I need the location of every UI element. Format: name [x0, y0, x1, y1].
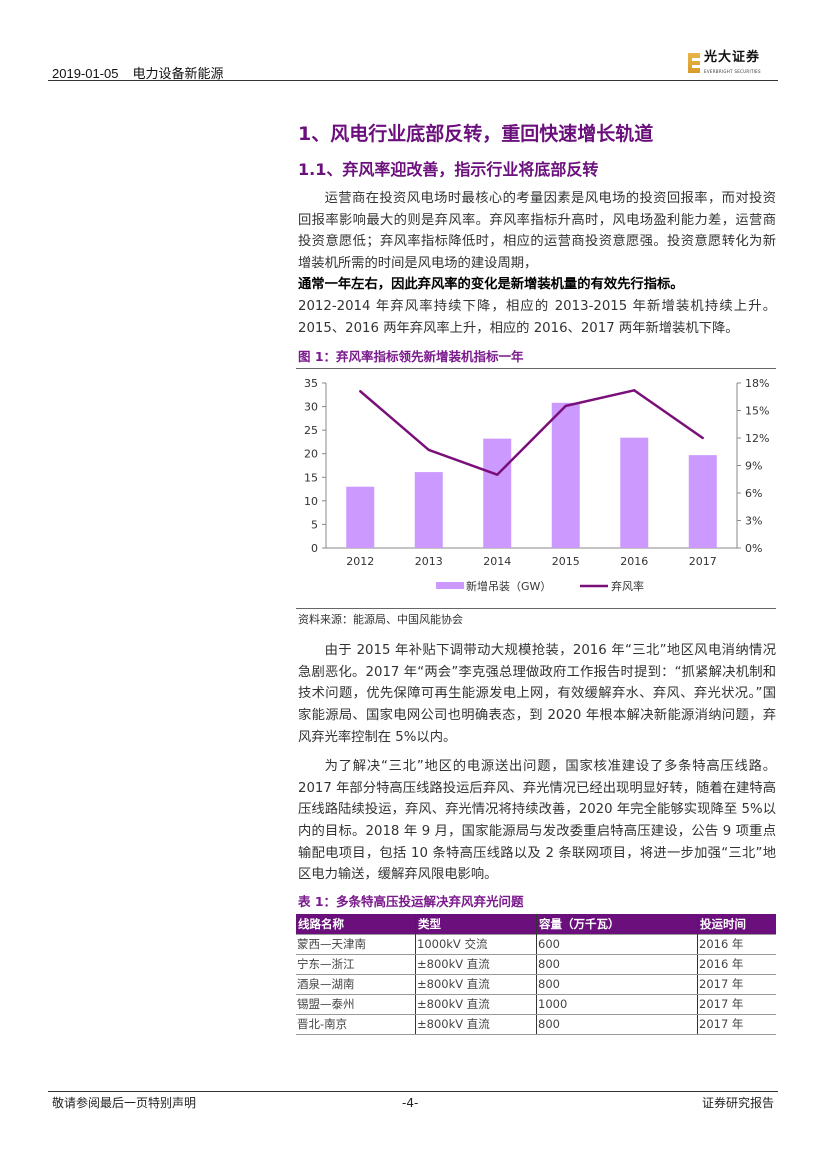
bar-2014: [483, 438, 512, 549]
section-title: 1、风电行业底部反转，重回快速增长轨道: [298, 123, 654, 145]
table-cell: 锡盟—泰州: [296, 993, 416, 1015]
table-row: 锡盟—泰州 ±800kV 直流 1000 2017 年: [296, 993, 776, 1015]
y-tick-label-right: 6%: [745, 487, 762, 500]
table-cell: 1000kV 交流: [415, 933, 537, 955]
table-cell: 2017 年: [697, 973, 776, 995]
para-text: 运营商在投资风电场时最核心的考量因素是风电场的投资回报率，而对投资回报率影响最大…: [298, 191, 776, 271]
paragraph-3: 为了解决“三北”地区的电源送出问题，国家核准建设了多条特高压线路。2017 年部…: [298, 759, 776, 883]
y-tick-label-left: 20: [304, 448, 318, 461]
x-tick-label: 2016: [620, 555, 648, 568]
header-divider: [48, 80, 778, 81]
table-cell: 600: [536, 933, 698, 955]
table-cell: 1000: [536, 993, 698, 1015]
figure-caption: 图 1：弃风率指标领先新增装机指标一年: [298, 349, 524, 365]
col-header: 投运时间: [697, 913, 776, 935]
footer-disclaimer: 敬请参阅最后一页特别声明: [52, 1096, 197, 1110]
line-point-2017: [701, 436, 704, 440]
para-text: 2012-2014 年弃风率持续下降，相应的 2013-2015 年新增装机持续…: [298, 298, 776, 336]
y-tick-label-left: 5: [311, 519, 318, 532]
page-header: 2019-01-05 电力设备新能源: [52, 63, 238, 82]
x-tick-label: 2014: [483, 555, 511, 568]
chart: 0 5 10 15 20 25 30 35 0% 3% 6% 9% 12% 15% 18% 2012 2013 2…: [304, 377, 769, 593]
table-cell: ±800kV 直流: [415, 1013, 537, 1035]
y-tick-label-right: 3%: [745, 515, 762, 528]
y-tick-label-left: 25: [304, 424, 318, 437]
para-bold-text: 通常一年左右，因此弃风率的变化是新增装机量的有效先行指标。: [298, 277, 684, 293]
y-tick-label-right: 9%: [745, 460, 762, 473]
table-cell: 800: [536, 953, 698, 975]
line-point-2013: [427, 448, 430, 452]
y-tick-label-left: 30: [304, 401, 318, 414]
y-tick-label-left: 10: [304, 495, 318, 508]
y-tick-label-right: 0%: [745, 542, 762, 555]
table-cell: ±800kV 直流: [415, 993, 537, 1015]
y-tick-label-left: 35: [304, 377, 318, 390]
table-cell: 800: [536, 1013, 698, 1035]
line-point-2015: [564, 404, 567, 408]
table-cell: 800: [536, 973, 698, 995]
table-cell: 2017 年: [697, 993, 776, 1015]
main-column: 1、风电行业底部反转，重回快速增长轨道 1.1、弃风率迎改善，指示行业将底部反转…: [296, 122, 776, 1035]
paragraph-2: 由于 2015 年补贴下调带动大规模抢装，2016 年“三北”地区风电消纳情况急…: [298, 643, 776, 745]
footer-divider: [48, 1091, 778, 1092]
line-point-2014: [496, 473, 499, 477]
uhv-lines-table: 线路名称 类型 容量（万千瓦） 投运时间 蒙西—天津南 1000kV 交流 600 2…: [296, 913, 776, 1035]
y-tick-label-right: 18%: [745, 377, 769, 390]
y-tick-label-left: 15: [304, 471, 318, 484]
x-tick-label: 2013: [415, 555, 443, 568]
sector-name: 电力设备新能源: [132, 66, 224, 81]
legend-line-label: 弃风率: [611, 579, 644, 593]
x-tick-label: 2015: [552, 555, 580, 568]
col-header: 类型: [415, 913, 537, 935]
legend-bar-label: 新增吊装（GW）: [466, 579, 551, 593]
legend-bar-swatch: [436, 582, 464, 590]
y-tick-label-left: 0: [311, 542, 318, 555]
col-header: 线路名称: [296, 913, 416, 935]
logo-subtext: EVERBRIGHT SECURITIES: [704, 69, 761, 74]
everbright-logo: 光大证券 EVERBRIGHT SECURITIES: [688, 50, 778, 78]
table-cell: 2016 年: [697, 933, 776, 955]
table-cell: 蒙西—天津南: [296, 933, 416, 955]
bar-2013: [414, 472, 443, 549]
y-tick-label-right: 15%: [745, 405, 769, 418]
table-row: 酒泉—湖南 ±800kV 直流 800 2017 年: [296, 973, 776, 995]
y-tick-label-right: 12%: [745, 432, 769, 445]
report-date: 2019-01-05: [52, 66, 119, 81]
table-caption: 表 1：多条特高压投运解决弃风弃光问题: [298, 893, 524, 909]
page-number: -4-: [402, 1096, 419, 1110]
table-cell: 2017 年: [697, 1013, 776, 1035]
logo-mark-icon: [688, 53, 700, 73]
table-row: 宁东—浙江 ±800kV 直流 800 2016 年: [296, 953, 776, 975]
table-cell: 酒泉—湖南: [296, 973, 416, 995]
x-tick-label: 2017: [689, 555, 717, 568]
footer-report-type: 证券研究报告: [702, 1096, 775, 1110]
bar-2012: [346, 486, 375, 549]
figure-top-rule: [296, 368, 776, 370]
logo-text: 光大证券: [704, 50, 761, 65]
x-tick-label: 2012: [346, 555, 374, 568]
table-cell: ±800kV 直流: [415, 973, 537, 995]
bar-2017: [688, 455, 717, 549]
paragraph-1: 运营商在投资风电场时最核心的考量因素是风电场的投资回报率，而对投资回报率影响最大…: [298, 188, 776, 339]
table-cell: ±800kV 直流: [415, 953, 537, 975]
table-row: 晋北-南京 ±800kV 直流 800 2017 年: [296, 1013, 776, 1035]
table-cell: 2016 年: [697, 953, 776, 975]
bar-2016: [620, 437, 649, 549]
subsection-title: 1.1、弃风率迎改善，指示行业将底部反转: [298, 160, 599, 179]
line-point-2012: [359, 390, 362, 393]
table-cell: 宁东—浙江: [296, 953, 416, 975]
table-row: 蒙西—天津南 1000kV 交流 600 2016 年: [296, 933, 776, 955]
col-header: 容量（万千瓦）: [536, 913, 698, 935]
table-header-row: 线路名称 类型 容量（万千瓦） 投运时间: [296, 913, 776, 935]
line-series-curtailment-rate: [359, 389, 704, 477]
figure-source: 资料来源：能源局、中国风能协会: [298, 613, 463, 627]
line-point-2016: [633, 389, 636, 392]
bar-2015: [551, 402, 580, 549]
table-cell: 晋北-南京: [296, 1013, 416, 1035]
figure-bottom-rule: [296, 608, 776, 610]
